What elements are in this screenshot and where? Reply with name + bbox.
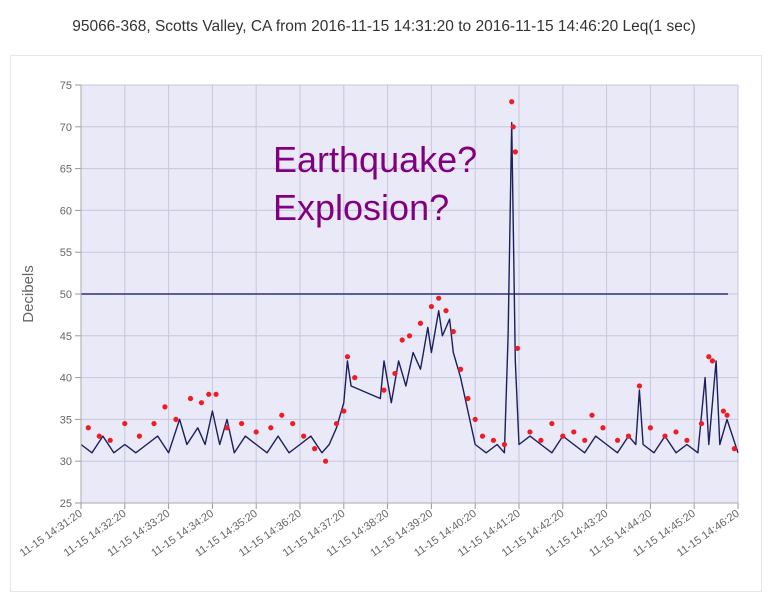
peak-marker xyxy=(173,416,179,422)
y-axis-label: Decibels xyxy=(20,265,37,323)
peak-marker xyxy=(85,425,91,431)
y-tick-label: 60 xyxy=(60,205,72,217)
peak-marker xyxy=(224,425,230,431)
peak-marker xyxy=(206,391,212,397)
peak-marker xyxy=(549,420,555,427)
peak-marker xyxy=(392,370,398,377)
peak-marker xyxy=(381,387,387,393)
peak-marker xyxy=(636,383,643,389)
y-tick-label: 50 xyxy=(60,289,72,301)
peak-marker xyxy=(279,412,285,418)
annotation-text: Explosion? xyxy=(273,187,449,228)
peak-marker xyxy=(625,433,632,439)
peak-marker xyxy=(472,416,478,422)
peak-marker xyxy=(107,437,113,443)
peak-marker xyxy=(333,420,340,427)
peak-marker xyxy=(162,404,168,410)
peak-marker xyxy=(450,329,456,335)
peak-marker xyxy=(538,437,544,443)
chart-panel: 25 30 35 40 45 50 55 60 65 70 75 11-15 14:31:20 11-1… xyxy=(10,55,762,592)
y-tick-label: 30 xyxy=(60,456,72,468)
peak-marker xyxy=(344,354,351,360)
peak-marker xyxy=(501,441,507,448)
y-tick-label: 70 xyxy=(60,122,72,134)
peak-marker xyxy=(239,420,245,427)
peak-marker xyxy=(458,366,464,372)
y-tick-label: 65 xyxy=(60,164,72,176)
peak-marker xyxy=(465,395,471,402)
peak-marker xyxy=(301,433,307,439)
peak-marker xyxy=(490,437,497,443)
peak-marker xyxy=(96,433,102,439)
chart-title: 95066-368, Scotts Valley, CA from 2016-1… xyxy=(72,18,696,35)
y-tick-label: 35 xyxy=(60,414,72,426)
peak-marker xyxy=(706,354,712,360)
peak-marker xyxy=(698,420,705,427)
peak-marker xyxy=(709,358,716,364)
y-tick-label: 55 xyxy=(60,247,72,259)
y-tick-label: 25 xyxy=(60,498,72,510)
peak-marker xyxy=(253,429,259,435)
peak-marker xyxy=(509,99,515,105)
y-tick-label: 75 xyxy=(60,80,72,92)
peak-marker xyxy=(720,408,727,414)
peak-marker xyxy=(514,345,521,351)
y-tick-label: 40 xyxy=(60,373,72,385)
peak-marker xyxy=(352,375,358,381)
peak-marker xyxy=(443,308,449,314)
peak-marker xyxy=(151,420,157,427)
peak-marker xyxy=(436,295,442,301)
peak-marker xyxy=(122,420,128,427)
peak-marker xyxy=(479,433,486,439)
y-tick-label: 45 xyxy=(60,331,72,343)
peak-marker xyxy=(406,333,413,339)
decibel-series-line xyxy=(80,121,739,454)
peak-marker xyxy=(662,433,668,439)
peak-marker xyxy=(136,433,142,439)
peak-marker xyxy=(600,425,606,431)
peak-marker xyxy=(213,391,219,397)
peak-marker xyxy=(560,433,566,439)
peak-marker xyxy=(673,429,679,435)
peak-marker xyxy=(684,437,690,443)
peak-marker xyxy=(341,408,347,414)
peak-marker xyxy=(589,412,595,418)
peak-marker xyxy=(510,124,516,130)
peak-marker xyxy=(527,429,533,435)
peak-marker xyxy=(322,458,329,464)
peak-marker xyxy=(571,429,577,435)
peak-marker xyxy=(312,446,318,452)
peak-marker xyxy=(582,437,588,443)
peak-marker xyxy=(290,420,296,427)
peak-marker xyxy=(198,400,205,406)
peak-marker xyxy=(512,149,518,155)
peak-marker xyxy=(268,425,274,431)
peak-marker xyxy=(428,303,434,310)
peak-marker xyxy=(417,320,424,326)
peak-marker xyxy=(187,395,194,402)
peak-marker xyxy=(724,412,730,418)
peak-marker xyxy=(399,337,405,343)
peak-marker xyxy=(731,446,737,452)
annotation-text: Earthquake? xyxy=(273,139,477,180)
peak-marker xyxy=(647,425,654,431)
peak-marker xyxy=(614,437,621,443)
